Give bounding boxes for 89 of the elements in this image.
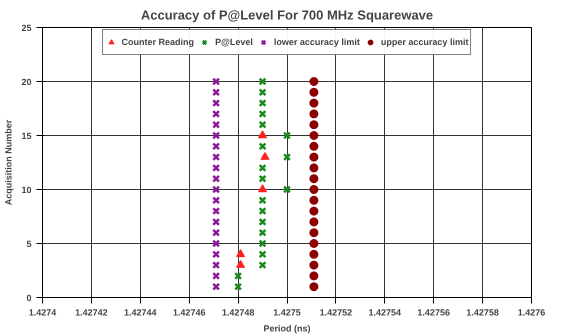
- point: [309, 206, 318, 216]
- x-tick-label: 1.42744: [124, 308, 157, 318]
- point: [258, 184, 268, 192]
- point: [258, 77, 267, 86]
- y-tick-label: 10: [21, 185, 32, 195]
- point: [212, 99, 220, 108]
- x-tick-label: 1.4276: [518, 308, 546, 318]
- point: [212, 185, 220, 194]
- point: [260, 152, 270, 160]
- x-tick-label: 1.42746: [172, 308, 206, 318]
- point: [212, 228, 220, 237]
- point: [309, 109, 318, 118]
- x-tick-label: 1.4274: [28, 308, 56, 318]
- y-tick-label: 15: [21, 131, 32, 141]
- point: [258, 130, 268, 138]
- point: [212, 77, 220, 86]
- y-axis-title: Acquisition Number: [3, 119, 14, 206]
- x-tick-label: 1.42754: [368, 308, 402, 318]
- legend-label: Counter Reading: [122, 37, 194, 47]
- point: [212, 239, 220, 248]
- x-tick-label: 1.42742: [75, 308, 108, 318]
- point: [258, 261, 267, 270]
- x-tick-label: 1.42748: [222, 308, 254, 318]
- point: [236, 249, 246, 258]
- point: [258, 88, 267, 96]
- point: [282, 131, 292, 140]
- point: [212, 282, 220, 291]
- y-tick-label: 25: [21, 23, 32, 33]
- y-tick-label: 5: [26, 239, 32, 249]
- point: [258, 207, 267, 216]
- point: [309, 196, 318, 205]
- point: [258, 99, 267, 108]
- point: [236, 260, 246, 268]
- point: [309, 152, 318, 162]
- point: [282, 153, 292, 162]
- point: [309, 142, 318, 151]
- point: [309, 77, 318, 86]
- point: [212, 131, 220, 140]
- point: [212, 261, 220, 270]
- point: [309, 282, 318, 292]
- y-tick-label: 0: [26, 293, 32, 303]
- point: [212, 218, 220, 226]
- point: [309, 163, 318, 172]
- point: [309, 217, 318, 226]
- point: [309, 185, 318, 194]
- y-tick-label: 20: [21, 77, 32, 87]
- point: [212, 196, 220, 204]
- point: [309, 98, 318, 108]
- point: [309, 250, 318, 259]
- point: [212, 110, 220, 118]
- point: [258, 164, 267, 172]
- point: [258, 239, 267, 248]
- legend-label: P@Level: [215, 37, 253, 47]
- point: [258, 110, 267, 118]
- point: [309, 228, 318, 238]
- point: [212, 250, 220, 258]
- point: [212, 120, 220, 129]
- chart-title: Accuracy of P@Level For 700 MHz Squarewave: [140, 8, 434, 22]
- point: [212, 164, 220, 172]
- point: [282, 185, 292, 194]
- legend-label: upper accuracy limit: [380, 37, 468, 47]
- point: [309, 174, 318, 184]
- point: [309, 88, 318, 97]
- point: [258, 218, 267, 226]
- point: [212, 88, 220, 96]
- point: [309, 131, 318, 140]
- legend-label: lower accuracy limit: [274, 37, 360, 47]
- point: [309, 120, 318, 130]
- point: [258, 228, 267, 237]
- x-tick-label: 1.42752: [320, 308, 352, 318]
- point: [309, 239, 318, 248]
- point: [234, 282, 242, 291]
- x-tick-label: 1.42756: [417, 308, 450, 318]
- point: [212, 207, 220, 216]
- point: [258, 120, 267, 129]
- x-tick-label: 1.4275: [273, 308, 301, 318]
- point: [258, 142, 267, 150]
- point: [234, 272, 242, 280]
- point: [258, 174, 267, 183]
- point: [309, 260, 318, 270]
- point: [212, 174, 220, 183]
- x-tick-label: 1.42758: [466, 308, 499, 318]
- point: [258, 196, 267, 204]
- x-axis-title: Period (ns): [264, 324, 311, 334]
- point: [212, 272, 220, 280]
- point: [309, 271, 318, 280]
- point: [258, 250, 267, 258]
- point: [212, 142, 220, 150]
- point: [212, 153, 220, 162]
